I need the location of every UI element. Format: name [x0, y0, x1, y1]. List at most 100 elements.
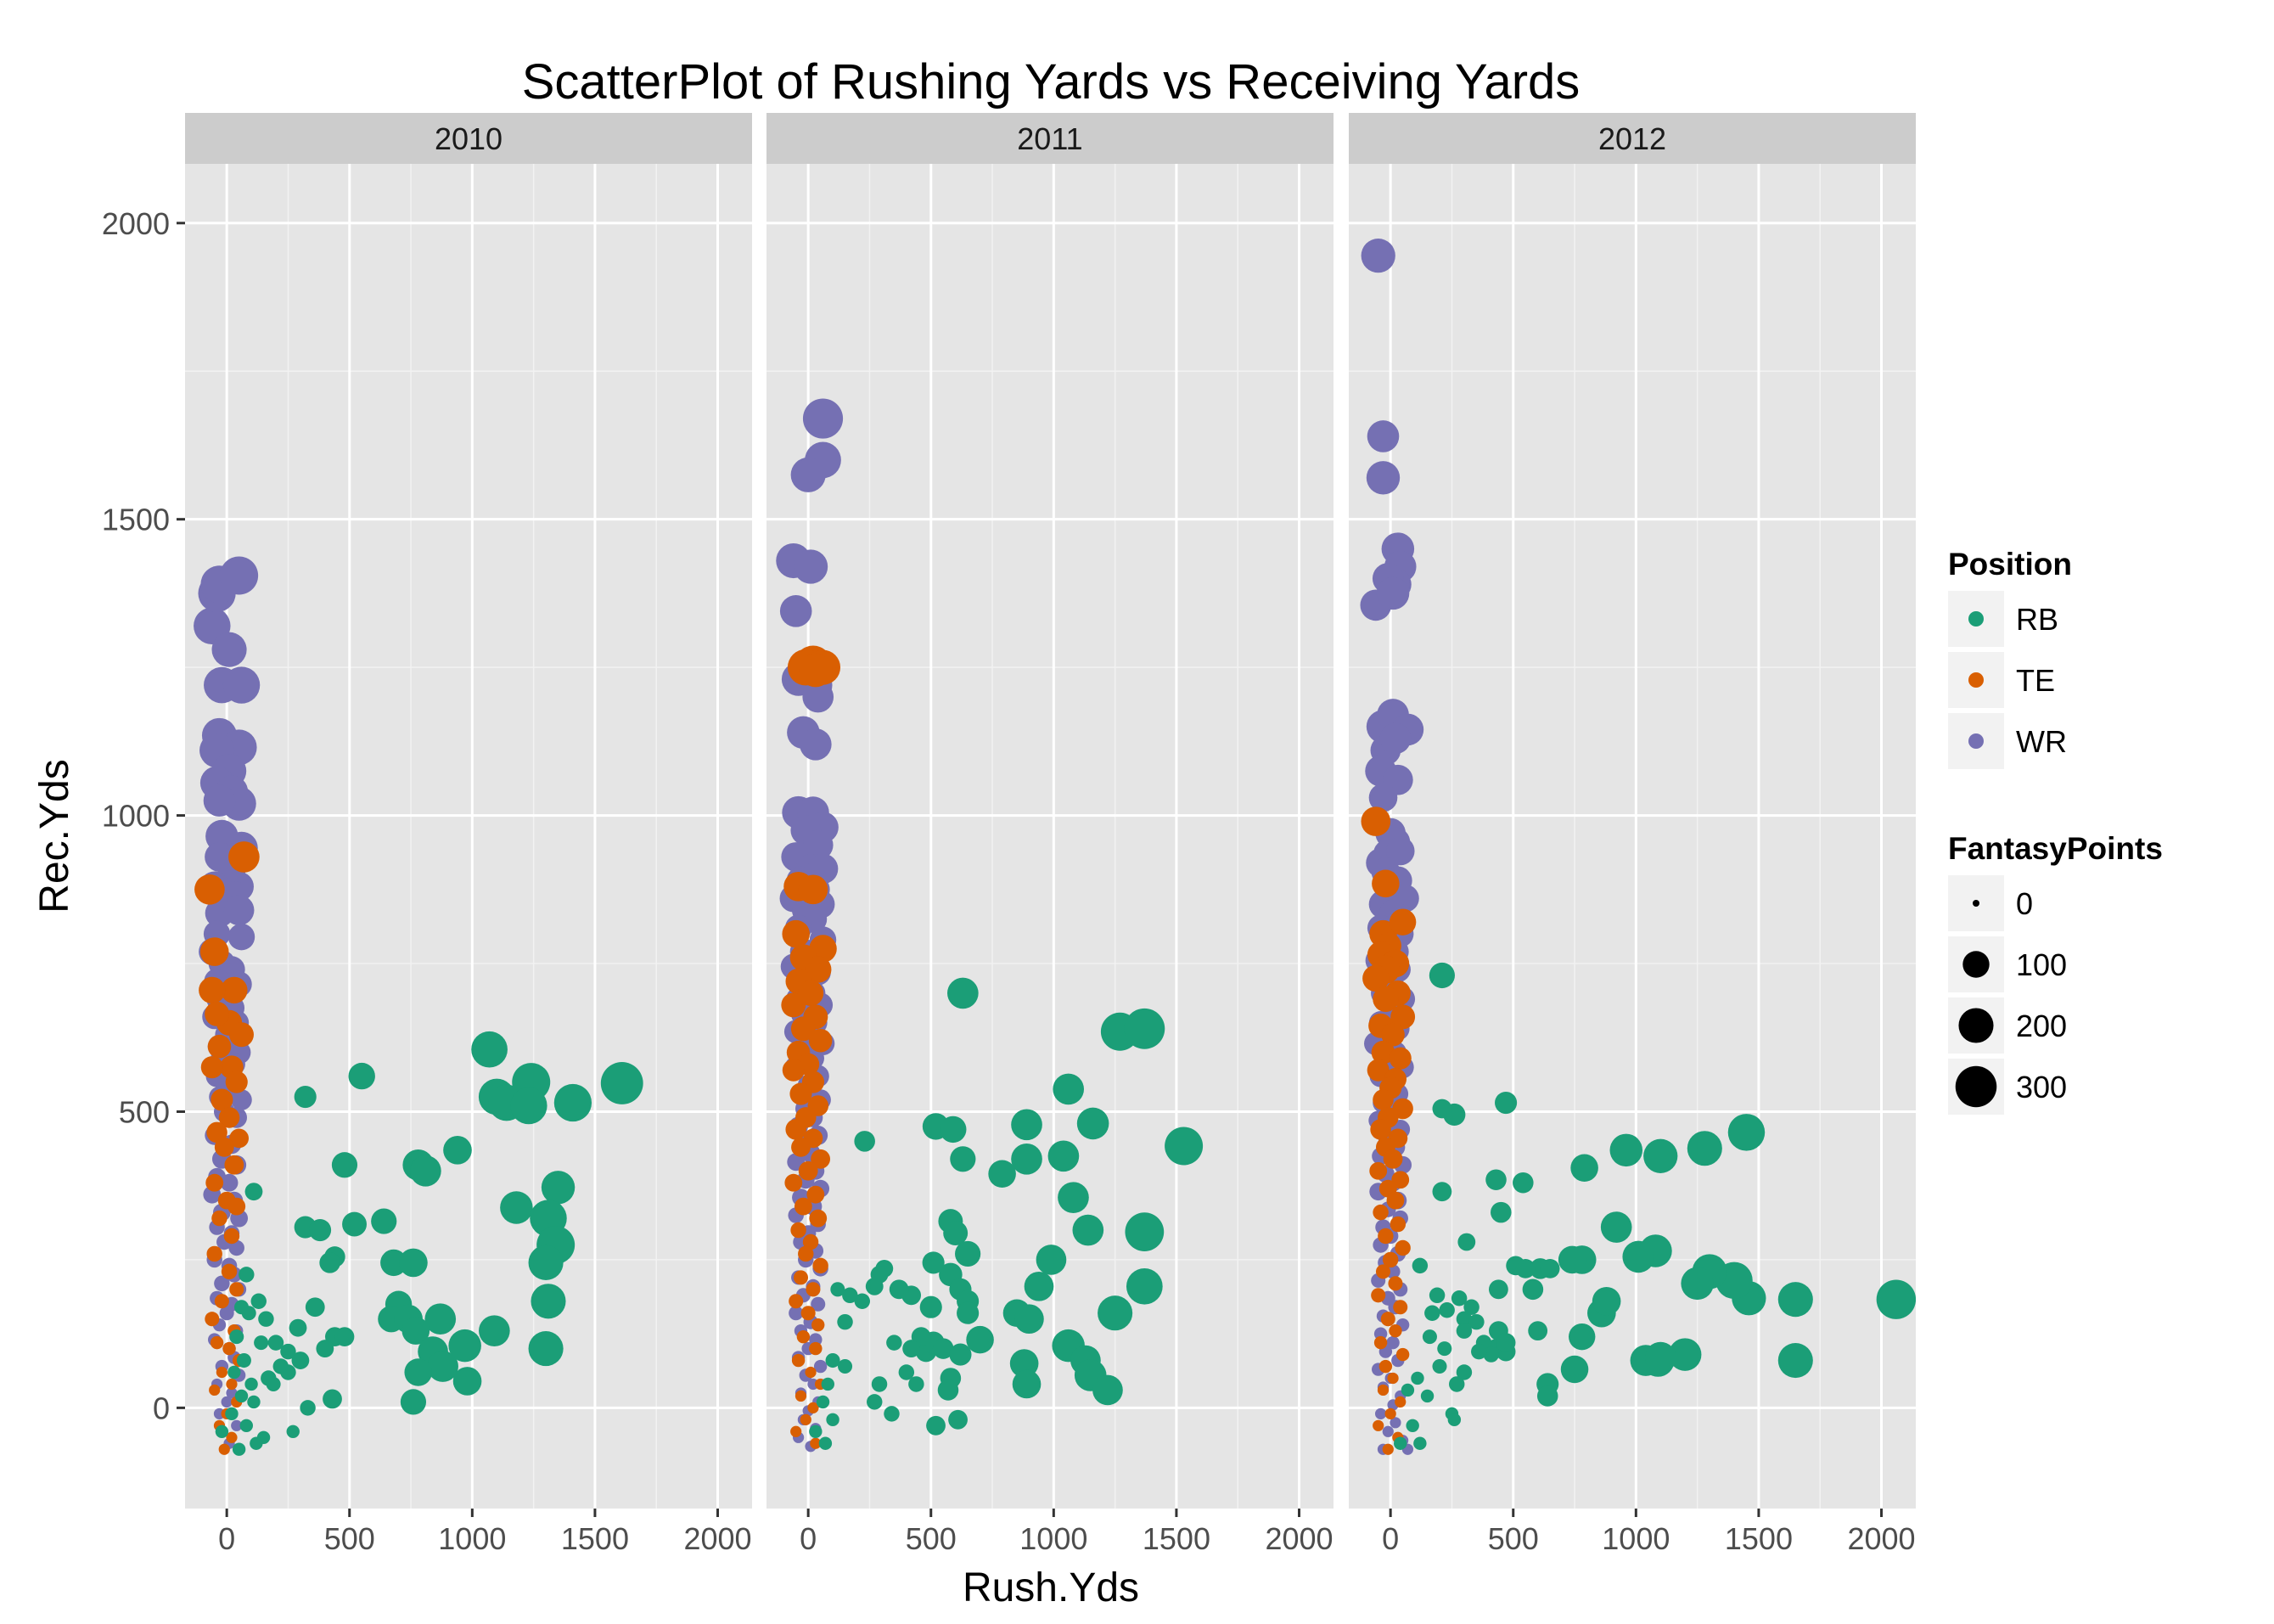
data-point-rb [1447, 1413, 1462, 1427]
data-point-te [1380, 1312, 1395, 1327]
data-point-te [811, 1149, 831, 1169]
data-point-te [1362, 964, 1390, 992]
data-point-te [799, 653, 833, 688]
data-point-rb [233, 1300, 250, 1315]
data-point-rb [908, 1376, 924, 1392]
data-point-te [1373, 1419, 1384, 1431]
data-point-te [225, 1070, 248, 1093]
data-point-rb [280, 1343, 296, 1360]
data-point-te [206, 1245, 222, 1262]
data-point-te [791, 1137, 811, 1157]
data-point-te [199, 976, 226, 1004]
data-point-te [809, 1209, 828, 1228]
x-tick-label: 1000 [1602, 1521, 1670, 1556]
panel-background [185, 164, 752, 1509]
points-layer [776, 398, 1204, 1453]
data-point-rb [1876, 1279, 1916, 1319]
data-point-te [223, 1228, 240, 1245]
data-point-te [224, 1155, 244, 1175]
data-point-rb [1072, 1214, 1104, 1246]
data-point-rb [865, 1277, 884, 1295]
panel-background [766, 164, 1334, 1509]
data-point-wr [1374, 1408, 1387, 1419]
data-point-rb [1644, 1341, 1676, 1374]
data-point-rb [902, 1340, 921, 1358]
data-point-te [1381, 1022, 1405, 1047]
data-point-te [1373, 1204, 1389, 1221]
data-point-rb [500, 1191, 533, 1224]
data-point-wr [227, 923, 255, 951]
data-point-te [1373, 986, 1399, 1012]
data-point-te [1388, 1276, 1403, 1291]
data-point-te [1389, 1323, 1402, 1338]
data-point-rb [1098, 1295, 1133, 1331]
data-point-rb [1528, 1321, 1548, 1341]
data-point-rb [258, 1311, 274, 1327]
data-point-rb [239, 1267, 255, 1283]
data-point-rb [254, 1335, 269, 1351]
data-point-te [802, 1233, 819, 1250]
data-point-rb [1053, 1073, 1085, 1105]
data-point-wr [1386, 1335, 1400, 1350]
data-point-rb [250, 1436, 263, 1450]
data-point-rb [234, 1389, 249, 1403]
legend-size-label: 100 [2016, 947, 2067, 982]
data-point-wr [1382, 1425, 1394, 1437]
data-point-rb [1012, 1369, 1042, 1399]
data-point-rb [1047, 1140, 1080, 1172]
data-point-rb [236, 1353, 251, 1368]
data-point-te [790, 1016, 816, 1042]
x-tick-label: 1500 [1725, 1521, 1793, 1556]
data-point-te [210, 1335, 224, 1350]
data-point-rb [323, 1389, 342, 1409]
data-point-rb [1681, 1267, 1714, 1301]
data-point-rb [510, 1087, 547, 1125]
data-point-te [221, 1263, 238, 1280]
data-point-rb [452, 1367, 482, 1396]
data-point-rb [448, 1329, 481, 1363]
data-point-rb [1463, 1299, 1480, 1315]
data-point-wr [228, 1239, 244, 1256]
data-point-rb [1491, 1201, 1512, 1223]
data-point-rb [1424, 1305, 1440, 1321]
x-tick-label: 0 [218, 1521, 235, 1556]
data-point-rb [838, 1358, 853, 1374]
data-point-rb [443, 1136, 472, 1165]
data-point-te [1382, 1251, 1399, 1268]
data-point-te [218, 1443, 230, 1455]
data-point-te [1371, 1040, 1395, 1065]
data-point-rb [947, 977, 979, 1009]
data-point-wr [811, 1296, 826, 1312]
data-point-rb [471, 1031, 508, 1068]
legend-label-wr: WR [2016, 724, 2067, 759]
legend-size-label: 200 [2016, 1009, 2067, 1043]
data-point-te [1361, 806, 1391, 836]
data-point-rb [1036, 1245, 1067, 1275]
data-point-rb [427, 1351, 458, 1382]
legend-label-rb: RB [2016, 602, 2058, 637]
data-point-rb [308, 1218, 332, 1242]
x-tick-label: 500 [1488, 1521, 1539, 1556]
legend-size-label: 0 [2016, 886, 2033, 921]
data-point-te [800, 1413, 811, 1425]
facet-strip [1349, 113, 1916, 164]
legend-label-te: TE [2016, 663, 2055, 698]
data-point-rb [1125, 1212, 1165, 1251]
x-tick-label: 1000 [438, 1521, 506, 1556]
data-point-te [1370, 1119, 1391, 1140]
data-point-rb [1609, 1133, 1643, 1167]
data-point-rb [1411, 1371, 1424, 1385]
data-point-te [1382, 1443, 1394, 1455]
data-point-rb [250, 1293, 267, 1310]
data-point-rb [1488, 1279, 1508, 1300]
data-point-wr [220, 1173, 239, 1192]
data-point-te [781, 992, 806, 1018]
data-point-rb [280, 1364, 296, 1380]
data-point-rb [1622, 1240, 1655, 1273]
data-point-wr [1367, 420, 1400, 452]
data-point-rb [1412, 1257, 1429, 1274]
data-point-te [205, 1173, 224, 1192]
data-point-wr [789, 1306, 804, 1321]
data-point-rb [898, 1364, 915, 1380]
data-point-rb [1439, 1302, 1455, 1318]
